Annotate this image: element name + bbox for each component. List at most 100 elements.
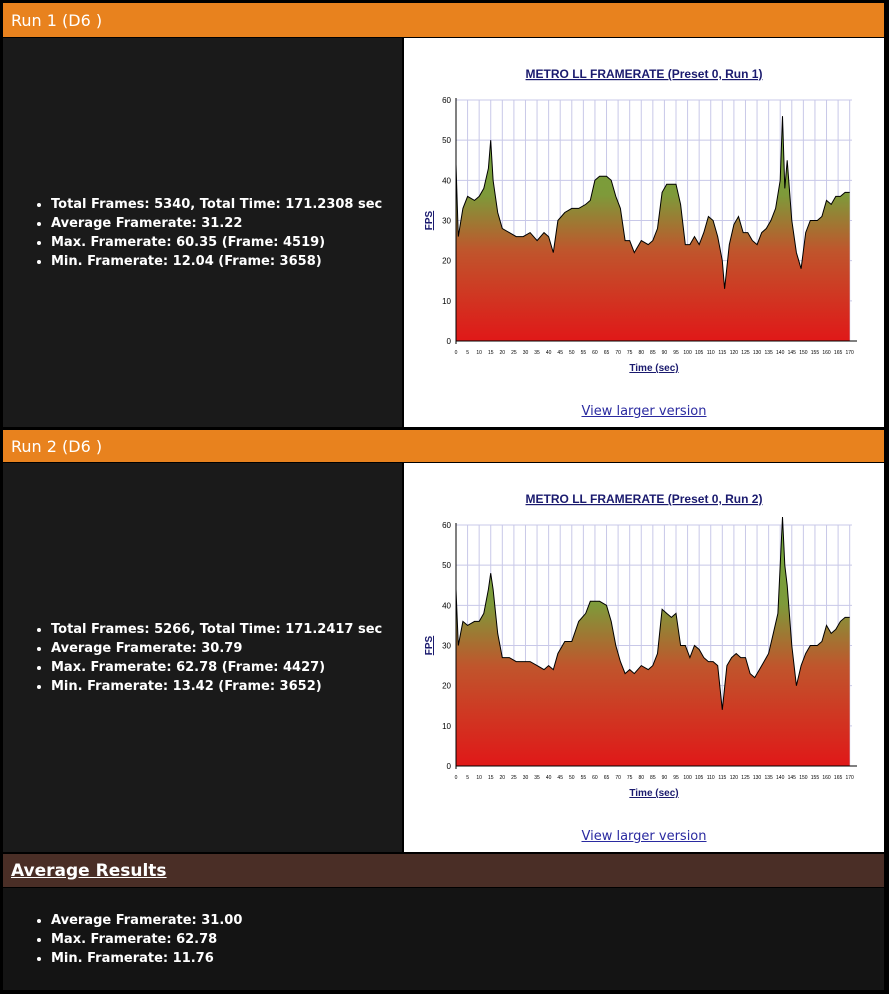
fps-line bbox=[455, 116, 850, 289]
x-tick-label: 30 bbox=[523, 350, 529, 356]
x-tick-label: 45 bbox=[557, 350, 563, 356]
x-tick-label: 155 bbox=[811, 350, 820, 356]
y-axis-label: FPS bbox=[424, 210, 435, 230]
area bbox=[456, 116, 850, 341]
x-tick-label: 145 bbox=[788, 350, 797, 356]
x-tick-label: 90 bbox=[662, 775, 668, 781]
x-tick-label: 75 bbox=[627, 775, 633, 781]
y-tick-label: 40 bbox=[442, 601, 451, 610]
stats-list: Total Frames: 5340, Total Time: 171.2308… bbox=[3, 195, 382, 271]
x-axis-label: Time (sec) bbox=[629, 788, 678, 799]
x-tick-label: 80 bbox=[638, 775, 644, 781]
x-tick-label: 105 bbox=[695, 350, 704, 356]
x-tick-label: 115 bbox=[718, 775, 726, 781]
y-tick-label: 10 bbox=[442, 297, 451, 306]
larger-link[interactable]: View larger version bbox=[581, 404, 707, 419]
y-tick-label: 60 bbox=[442, 521, 451, 530]
x-tick-label: 160 bbox=[822, 350, 831, 356]
x-tick-label: 20 bbox=[500, 775, 506, 781]
x-tick-label: 170 bbox=[846, 350, 855, 356]
x-tick-label: 85 bbox=[650, 775, 656, 781]
y-axis-label: FPS bbox=[424, 635, 435, 655]
y-tick-label: 50 bbox=[442, 136, 451, 145]
x-tick-label: 130 bbox=[753, 350, 762, 356]
stat: Max. Framerate: 62.78 (Frame: 4427) bbox=[51, 658, 382, 677]
x-tick-label: 25 bbox=[511, 775, 517, 781]
x-tick-label: 60 bbox=[592, 775, 598, 781]
y-tick-label: 30 bbox=[442, 217, 451, 226]
stat: Max. Framerate: 60.35 (Frame: 4519) bbox=[51, 233, 382, 252]
stat: Min. Framerate: 13.42 (Frame: 3652) bbox=[51, 677, 382, 696]
chart-title: METRO LL FRAMERATE (Preset 0, Run 1) bbox=[526, 67, 763, 81]
chart-panel: METRO LL FRAMERATE (Preset 0, Run 2) 0 10 2… bbox=[404, 463, 884, 852]
x-tick-label: 0 bbox=[455, 775, 458, 781]
x-tick-label: 15 bbox=[488, 350, 494, 356]
x-tick-label: 0 bbox=[455, 350, 458, 356]
run-header: Run 2 (D6 ) bbox=[3, 430, 884, 462]
x-tick-label: 5 bbox=[466, 350, 469, 356]
x-tick-label: 55 bbox=[581, 775, 587, 781]
y-tick-label: 0 bbox=[447, 337, 452, 346]
x-tick-label: 160 bbox=[822, 775, 831, 781]
larger-link[interactable]: View larger version bbox=[581, 829, 707, 844]
chart: METRO LL FRAMERATE (Preset 0, Run 1) 0 10 2… bbox=[424, 67, 857, 374]
x-tick-label: 75 bbox=[627, 350, 633, 356]
stats-list: Total Frames: 5266, Total Time: 171.2417… bbox=[3, 620, 382, 696]
x-tick-label: 165 bbox=[834, 350, 843, 356]
x-tick-label: 30 bbox=[523, 775, 529, 781]
x-tick-label: 15 bbox=[488, 775, 494, 781]
x-tick-label: 100 bbox=[683, 350, 692, 356]
y-tick-label: 30 bbox=[442, 642, 451, 651]
stats-panel: Total Frames: 5340, Total Time: 171.2308… bbox=[3, 38, 402, 427]
stat: Total Frames: 5266, Total Time: 171.2417… bbox=[51, 620, 382, 639]
chart: METRO LL FRAMERATE (Preset 0, Run 2) 0 10 2… bbox=[424, 492, 857, 799]
x-tick-label: 60 bbox=[592, 350, 598, 356]
x-tick-label: 85 bbox=[650, 350, 656, 356]
x-tick-label: 140 bbox=[776, 775, 785, 781]
stat: Average Framerate: 30.79 bbox=[51, 639, 382, 658]
x-tick-label: 55 bbox=[581, 350, 587, 356]
x-tick-label: 120 bbox=[730, 775, 739, 781]
chart-panel: METRO LL FRAMERATE (Preset 0, Run 1) 0 10 2… bbox=[404, 38, 884, 427]
x-tick-label: 90 bbox=[662, 350, 668, 356]
x-tick-label: 110 bbox=[707, 775, 715, 781]
stat: Total Frames: 5340, Total Time: 171.2308… bbox=[51, 195, 382, 214]
x-tick-label: 80 bbox=[638, 350, 644, 356]
chart-title: METRO LL FRAMERATE (Preset 0, Run 2) bbox=[526, 492, 763, 506]
y-tick-label: 50 bbox=[442, 561, 451, 570]
x-tick-label: 10 bbox=[476, 350, 482, 356]
x-tick-label: 45 bbox=[557, 775, 563, 781]
x-tick-label: 35 bbox=[534, 775, 540, 781]
x-axis-label: Time (sec) bbox=[629, 363, 678, 374]
x-tick-label: 135 bbox=[764, 350, 773, 356]
x-tick-label: 65 bbox=[604, 775, 610, 781]
area bbox=[456, 517, 850, 766]
x-tick-label: 70 bbox=[615, 775, 621, 781]
x-tick-label: 155 bbox=[811, 775, 820, 781]
y-tick-label: 20 bbox=[442, 257, 451, 266]
x-tick-label: 105 bbox=[695, 775, 704, 781]
x-tick-label: 50 bbox=[569, 775, 575, 781]
y-tick-label: 0 bbox=[447, 762, 452, 771]
x-tick-label: 135 bbox=[764, 775, 773, 781]
x-tick-label: 70 bbox=[615, 350, 621, 356]
x-tick-label: 35 bbox=[534, 350, 540, 356]
x-tick-label: 50 bbox=[569, 350, 575, 356]
x-tick-label: 120 bbox=[730, 350, 739, 356]
x-tick-label: 95 bbox=[673, 775, 679, 781]
x-tick-label: 150 bbox=[799, 350, 808, 356]
x-tick-label: 5 bbox=[466, 775, 469, 781]
x-tick-label: 165 bbox=[834, 775, 843, 781]
average-panel: Average Framerate: 31.00Max. Framerate: … bbox=[3, 888, 884, 990]
x-tick-label: 150 bbox=[799, 775, 808, 781]
y-tick-label: 10 bbox=[442, 722, 451, 731]
stats-list: Average Framerate: 31.00Max. Framerate: … bbox=[3, 911, 242, 968]
x-tick-label: 130 bbox=[753, 775, 762, 781]
x-tick-label: 145 bbox=[788, 775, 797, 781]
x-tick-label: 125 bbox=[741, 350, 750, 356]
x-tick-label: 20 bbox=[500, 350, 506, 356]
stat: Max. Framerate: 62.78 bbox=[51, 930, 242, 949]
x-tick-label: 95 bbox=[673, 350, 679, 356]
y-tick-label: 60 bbox=[442, 96, 451, 105]
